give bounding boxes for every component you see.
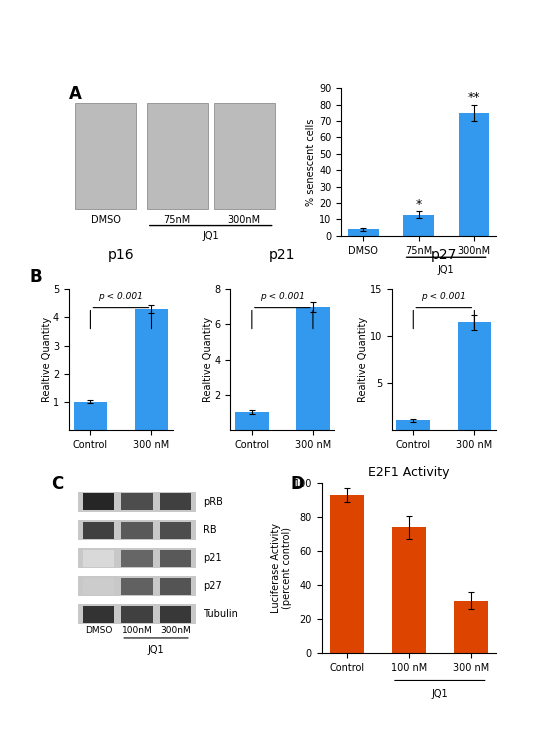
FancyBboxPatch shape [78, 576, 196, 596]
Text: pRB: pRB [203, 497, 223, 507]
Y-axis label: % senescent cells: % senescent cells [306, 118, 316, 206]
Bar [348, 229, 379, 236]
Text: p < 0.001: p < 0.001 [260, 291, 305, 301]
Bar [74, 401, 107, 430]
Text: B: B [29, 269, 42, 286]
Y-axis label: Realtive Quantity: Realtive Quantity [358, 317, 368, 402]
FancyBboxPatch shape [214, 103, 274, 209]
Title: E2F1 Activity: E2F1 Activity [368, 466, 450, 479]
FancyBboxPatch shape [83, 493, 114, 510]
Text: JQ1: JQ1 [431, 689, 448, 699]
FancyBboxPatch shape [83, 606, 114, 622]
Text: 300nM: 300nM [160, 626, 191, 635]
Text: D: D [290, 475, 304, 493]
Text: p < 0.001: p < 0.001 [99, 291, 143, 301]
FancyBboxPatch shape [159, 550, 191, 567]
Text: **: ** [467, 91, 480, 104]
Text: 300nM: 300nM [228, 215, 261, 225]
FancyBboxPatch shape [121, 578, 153, 595]
Title: p27: p27 [431, 248, 457, 262]
FancyBboxPatch shape [159, 493, 191, 510]
Bar [392, 528, 426, 653]
FancyBboxPatch shape [121, 522, 153, 539]
FancyBboxPatch shape [159, 606, 191, 622]
FancyBboxPatch shape [121, 606, 153, 622]
Bar [403, 214, 434, 236]
Bar [296, 307, 329, 430]
FancyBboxPatch shape [159, 578, 191, 595]
Text: p < 0.001: p < 0.001 [422, 291, 466, 301]
FancyBboxPatch shape [78, 520, 196, 540]
Text: A: A [69, 85, 82, 103]
FancyBboxPatch shape [83, 550, 114, 567]
Y-axis label: Realtive Quantity: Realtive Quantity [41, 317, 51, 402]
Text: JQ1: JQ1 [202, 231, 219, 241]
Bar [457, 322, 491, 430]
Text: 75nM: 75nM [164, 215, 191, 225]
FancyBboxPatch shape [83, 522, 114, 539]
Text: 100nM: 100nM [121, 626, 152, 635]
Text: Tubulin: Tubulin [203, 609, 238, 619]
Text: RB: RB [203, 525, 217, 535]
Bar [458, 113, 489, 236]
FancyBboxPatch shape [83, 578, 114, 595]
Text: JQ1: JQ1 [148, 644, 164, 655]
Y-axis label: Realtive Quantity: Realtive Quantity [203, 317, 213, 402]
Bar [397, 421, 430, 430]
FancyBboxPatch shape [159, 522, 191, 539]
FancyBboxPatch shape [147, 103, 208, 209]
Text: DMSO: DMSO [91, 215, 121, 225]
Text: *: * [415, 198, 422, 211]
FancyBboxPatch shape [78, 548, 196, 568]
Bar [235, 413, 269, 430]
FancyBboxPatch shape [75, 103, 136, 209]
Title: p16: p16 [107, 248, 134, 262]
FancyBboxPatch shape [121, 493, 153, 510]
Bar [454, 600, 488, 653]
Title: p21: p21 [269, 248, 296, 262]
Bar [134, 309, 168, 430]
Bar [329, 495, 364, 653]
FancyBboxPatch shape [78, 604, 196, 625]
Text: JQ1: JQ1 [438, 266, 455, 275]
Text: C: C [51, 475, 64, 493]
Y-axis label: Luciferase Activity
(percent control): Luciferase Activity (percent control) [271, 523, 292, 614]
Text: p27: p27 [203, 581, 222, 591]
FancyBboxPatch shape [121, 550, 153, 567]
Text: DMSO: DMSO [85, 626, 112, 635]
Text: p21: p21 [203, 553, 222, 563]
FancyBboxPatch shape [78, 492, 196, 512]
